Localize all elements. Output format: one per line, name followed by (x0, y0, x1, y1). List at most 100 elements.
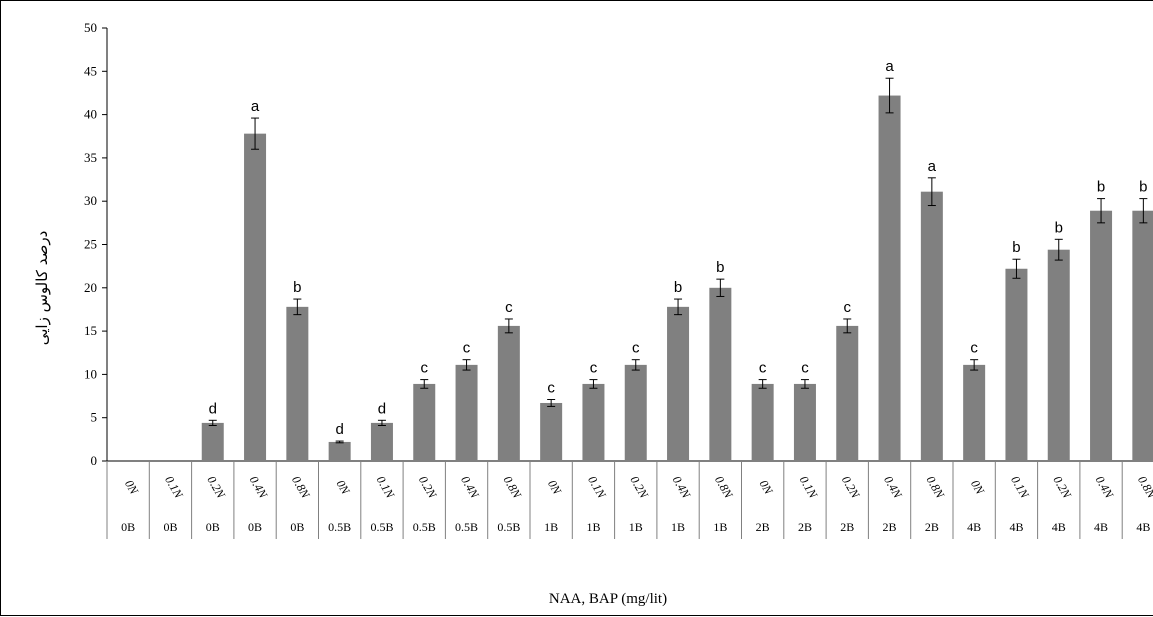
bar (244, 133, 267, 462)
significance-letter: b (1055, 219, 1063, 236)
y-tick-label: 40 (84, 107, 97, 122)
naa-tick-label: 0.1N (797, 474, 821, 502)
significance-letter: c (590, 360, 598, 377)
naa-tick-label: 0.8N (712, 474, 736, 502)
bap-tick-label: 2B (798, 520, 812, 534)
bap-tick-label: 1B (713, 520, 727, 534)
naa-tick-label: 0.8N (289, 474, 313, 502)
bap-tick-label: 2B (883, 520, 897, 534)
y-tick-label: 45 (84, 63, 97, 78)
bap-tick-label: 4B (1094, 520, 1108, 534)
y-tick-label: 35 (84, 150, 97, 165)
y-axis-label: درصد کالوس زایی (33, 231, 51, 346)
bar (540, 402, 563, 461)
significance-letter: c (801, 360, 809, 377)
bar (455, 364, 478, 461)
naa-tick-label: 0.2N (416, 474, 440, 502)
significance-letter: d (335, 421, 343, 438)
bap-tick-label: 0.5B (497, 520, 520, 534)
bar (1132, 210, 1153, 461)
bar (370, 422, 393, 461)
bar (624, 364, 647, 461)
naa-tick-label: 0N (545, 477, 565, 497)
bar (836, 325, 859, 461)
significance-letter: c (463, 340, 471, 357)
naa-tick-label: 0.8N (500, 474, 524, 502)
naa-tick-label: 0.1N (374, 474, 398, 502)
bap-tick-label: 4B (1136, 520, 1150, 534)
bap-tick-label: 4B (967, 520, 981, 534)
naa-tick-label: 0.8N (923, 474, 947, 502)
significance-letter: a (251, 98, 260, 115)
naa-tick-label: 0.1N (1008, 474, 1032, 502)
significance-letter: a (928, 158, 937, 175)
bap-tick-label: 0B (206, 520, 220, 534)
y-tick-label: 0 (91, 453, 98, 468)
significance-letter: c (970, 340, 978, 357)
y-tick-label: 10 (84, 366, 97, 381)
significance-letter: c (547, 380, 555, 397)
bar (1047, 249, 1070, 461)
significance-letter: b (1097, 179, 1105, 196)
significance-letter: c (505, 299, 513, 316)
naa-tick-label: 0N (122, 477, 142, 497)
naa-tick-label: 0.2N (1050, 474, 1074, 502)
bar (582, 383, 605, 461)
significance-letter: b (293, 279, 301, 296)
bap-tick-label: 4B (1009, 520, 1023, 534)
significance-letter: c (421, 360, 429, 377)
bap-tick-label: 0.5B (328, 520, 351, 534)
y-tick-label: 20 (84, 280, 97, 295)
bap-tick-label: 0.5B (455, 520, 478, 534)
bap-tick-label: 4B (1052, 520, 1066, 534)
bap-tick-label: 0B (248, 520, 262, 534)
significance-letter: b (1139, 179, 1147, 196)
bar (413, 383, 436, 461)
naa-tick-label: 0N (757, 477, 777, 497)
y-tick-label: 30 (84, 193, 97, 208)
significance-letter: c (632, 340, 640, 357)
significance-letter: d (378, 400, 386, 417)
bar (751, 383, 774, 461)
x-axis-label: NAA, BAP (mg/lit) (549, 591, 667, 607)
naa-tick-label: 0.1N (162, 474, 186, 502)
bar (1090, 210, 1113, 461)
bap-tick-label: 0B (121, 520, 135, 534)
bap-tick-label: 0B (163, 520, 177, 534)
naa-tick-label: 0.2N (204, 474, 228, 502)
axes: 0 5 10 15 20 25 30 35 40 45 50 (84, 20, 1153, 539)
bap-tick-label: 0.5B (370, 520, 393, 534)
naa-tick-label: 0.4N (458, 474, 482, 502)
bar (328, 441, 351, 461)
naa-tick-label: 0.1N (585, 474, 609, 502)
naa-tick-label: 0N (334, 477, 354, 497)
bar (963, 364, 986, 461)
naa-tick-label: 0.8N (1135, 474, 1153, 502)
bap-tick-label: 1B (586, 520, 600, 534)
y-tick-label: 5 (91, 410, 98, 425)
bar (286, 306, 309, 461)
significance-letter: b (716, 259, 724, 276)
y-tick-label: 50 (84, 20, 97, 35)
bap-tick-label: 2B (840, 520, 854, 534)
significance-letter: b (674, 279, 682, 296)
y-tick-label: 15 (84, 323, 97, 338)
bap-tick-label: 2B (925, 520, 939, 534)
significance-letter: c (759, 360, 767, 377)
bar (497, 325, 520, 461)
naa-tick-label: 0.4N (247, 474, 271, 502)
bap-tick-label: 0.5B (413, 520, 436, 534)
significance-letter: d (209, 400, 217, 417)
bap-tick-label: 0B (290, 520, 304, 534)
bap-tick-label: 1B (629, 520, 643, 534)
bars (201, 77, 1153, 462)
bap-tick-label: 1B (671, 520, 685, 534)
naa-tick-label: 0.4N (670, 474, 694, 502)
bar (709, 287, 732, 461)
significance-letter: c (844, 299, 852, 316)
y-tick-label: 25 (84, 237, 97, 252)
bar (667, 306, 690, 461)
bar (920, 191, 943, 461)
